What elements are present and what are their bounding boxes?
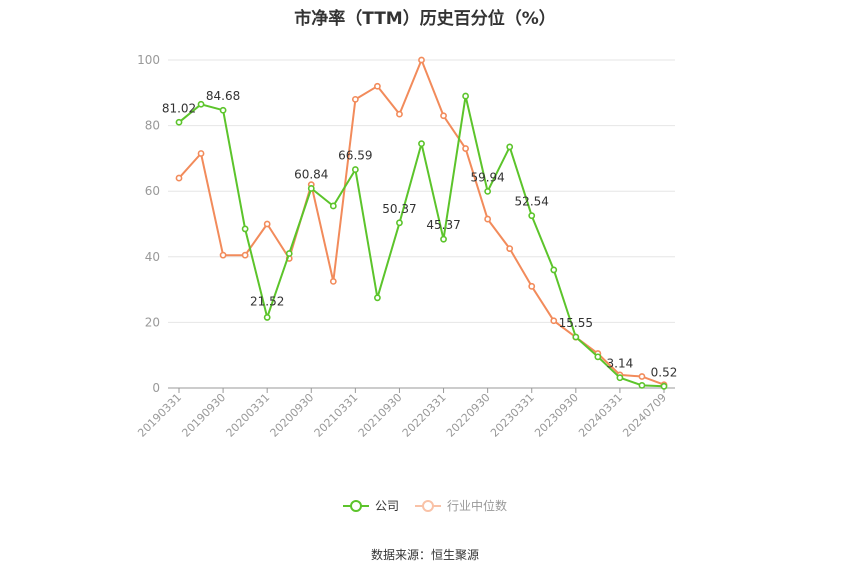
data-point-company[interactable] — [594, 353, 602, 361]
x-tick-label: 20210930 — [356, 391, 405, 440]
data-label: 0.52 — [651, 365, 678, 379]
data-point-company[interactable] — [307, 185, 315, 192]
series-line-company — [178, 95, 665, 388]
grid-layer — [168, 59, 675, 323]
legend-industry-marker — [415, 499, 441, 512]
data-point-company[interactable] — [528, 212, 536, 220]
legend-industry-label: 行业中位数 — [447, 499, 508, 513]
x-tick-label: 20210331 — [312, 391, 361, 440]
y-tick-label: 0 — [152, 381, 160, 395]
x-tick-label: 20190930 — [179, 391, 228, 440]
data-point-industry[interactable] — [440, 112, 447, 120]
data-label: 84.68 — [206, 89, 240, 103]
y-tick-label: 100 — [137, 53, 160, 67]
data-point-company[interactable] — [329, 202, 337, 210]
data-point-company[interactable] — [374, 294, 381, 302]
data-point-company[interactable] — [197, 100, 205, 108]
data-point-industry[interactable] — [175, 174, 183, 182]
data-point-industry[interactable] — [418, 56, 425, 64]
x-tick-label: 20190331 — [135, 391, 184, 440]
data-point-company[interactable] — [175, 118, 183, 126]
line-chart: 0 20 40 60 80 100 2019033120190930202003312020… — [135, 53, 678, 440]
data-label: 66.59 — [338, 149, 372, 163]
data-point-industry[interactable] — [351, 95, 359, 103]
data-label: 81.02 — [162, 101, 196, 115]
data-label: 3.14 — [607, 357, 634, 371]
data-point-company[interactable] — [219, 106, 227, 114]
data-point-company[interactable] — [572, 333, 580, 341]
data-point-industry[interactable] — [219, 251, 227, 259]
data-point-industry[interactable] — [263, 220, 271, 228]
data-point-company[interactable] — [418, 140, 425, 148]
x-tick-label: 20230930 — [532, 391, 581, 440]
series-layer — [175, 56, 668, 390]
y-tick-label: 60 — [145, 184, 160, 198]
data-label: 52.54 — [515, 195, 549, 209]
legend-item-company[interactable]: 公司 — [342, 497, 399, 514]
data-point-company[interactable] — [285, 250, 293, 257]
x-tick-label: 20240709 — [620, 391, 669, 440]
data-point-industry[interactable] — [638, 373, 646, 380]
data-point-industry[interactable] — [374, 82, 381, 90]
data-point-industry[interactable] — [506, 245, 514, 252]
x-tick-label: 20200930 — [268, 391, 317, 440]
series-line-industry — [178, 59, 665, 386]
data-point-industry[interactable] — [550, 317, 558, 325]
data-point-company[interactable] — [550, 266, 558, 274]
legend: 公司 行业中位数 — [0, 497, 850, 514]
data-label: 60.84 — [294, 167, 328, 181]
data-point-company[interactable] — [616, 374, 624, 382]
data-point-industry[interactable] — [528, 282, 536, 290]
legend-item-industry[interactable]: 行业中位数 — [415, 497, 507, 514]
data-point-industry[interactable] — [484, 215, 492, 223]
x-tick-label: 20220331 — [400, 391, 449, 440]
y-tick-label: 20 — [145, 315, 160, 329]
x-tick-label: 20240331 — [576, 391, 625, 440]
y-tick-label: 40 — [145, 250, 160, 264]
x-tick-label: 20230331 — [488, 391, 537, 440]
data-point-company[interactable] — [263, 314, 271, 321]
data-point-company[interactable] — [241, 225, 249, 233]
x-tick-label: 20200331 — [224, 391, 273, 440]
data-point-company[interactable] — [351, 166, 359, 173]
data-point-company[interactable] — [484, 187, 492, 195]
data-point-industry[interactable] — [197, 150, 205, 157]
data-label: 15.55 — [559, 316, 593, 330]
data-label: 45.37 — [426, 218, 460, 232]
y-tick-label: 80 — [145, 119, 160, 133]
data-point-company[interactable] — [440, 235, 447, 243]
data-point-company[interactable] — [506, 143, 514, 151]
data-label: 59.94 — [470, 170, 504, 184]
data-label: 50.37 — [382, 202, 416, 216]
data-source: 数据来源：恒生聚源 — [370, 548, 479, 562]
x-tick-label: 20220930 — [444, 391, 493, 440]
legend-company-label: 公司 — [374, 499, 399, 513]
chart-title: 市净率（TTM）历史百分位（%） — [294, 9, 556, 29]
legend-company-marker — [342, 499, 369, 512]
data-point-company[interactable] — [462, 92, 469, 100]
data-label: 21.52 — [250, 294, 284, 308]
axis-layer: 0 20 40 60 80 100 2019033120190930202003312020… — [135, 53, 675, 440]
data-point-company[interactable] — [660, 382, 668, 390]
data-point-company[interactable] — [396, 219, 403, 227]
data-label-layer: 81.02 84.68 21.52 60.84 66.59 50.37 45.37 59.94… — [162, 89, 678, 379]
data-point-industry[interactable] — [329, 277, 337, 285]
data-point-industry[interactable] — [396, 110, 403, 118]
data-point-industry[interactable] — [462, 145, 469, 152]
data-point-industry[interactable] — [241, 251, 249, 259]
data-point-company[interactable] — [638, 381, 646, 389]
